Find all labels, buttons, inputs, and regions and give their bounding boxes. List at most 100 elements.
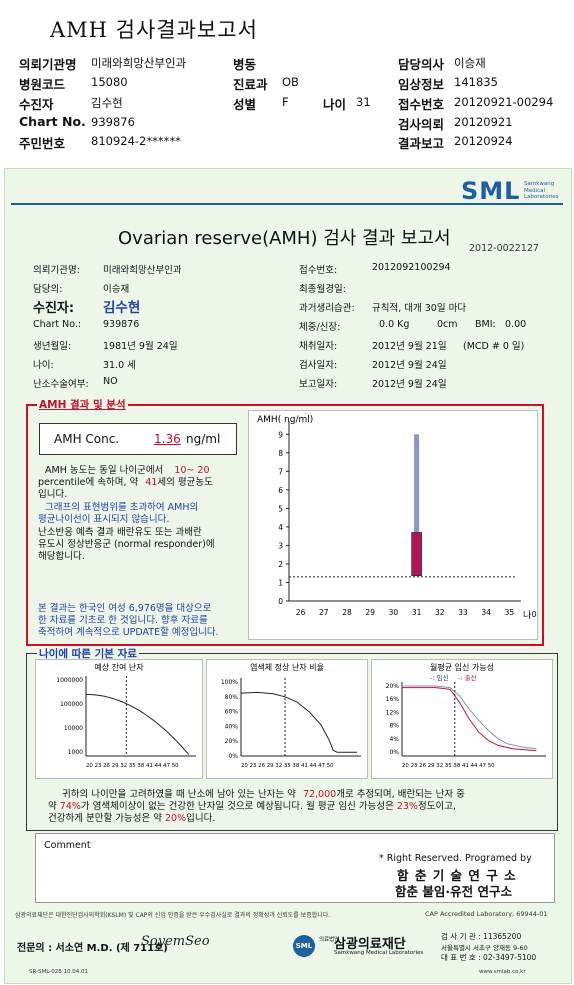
mini3-ytick-2: 12% <box>386 709 400 716</box>
mini2-ytick-2: 60% <box>225 709 239 716</box>
mini2-ytick-0: 100% <box>221 679 238 686</box>
analysis-line-5: 평균나이선이 표시되지 않습니다. <box>38 514 170 525</box>
mini1-ytick-1: 100000 <box>60 701 83 708</box>
amh-conc-label: AMH Conc. <box>54 432 120 446</box>
info-height: 0cm <box>437 319 458 330</box>
address: 서울특별시 서초구 양재동 9-60 <box>441 944 528 952</box>
summary-line-2: 약 74%가 염색체이상이 없는 건강한 난자일 것으로 예상됩니다. 월 평균… <box>48 801 456 812</box>
summary-line-1: 귀하의 나이만을 고려하였을 때 난소에 남아 있는 난자는 약 72,000개… <box>62 789 465 800</box>
analysis-line-7: 유도시 정상반응군 (normal responder)에 <box>38 539 215 550</box>
rights-text: * Right Reserved. Programed by <box>379 853 532 864</box>
info-patient-value: 김수현 <box>103 300 141 316</box>
mini1-ytick-3: 1000 <box>68 749 83 756</box>
basic-section-title: 나이에 따른 기본 자료 <box>37 646 139 661</box>
info-collect-value: 2012년 9월 21일 <box>372 341 447 352</box>
note-line-2: 한 자료를 기초로 한 것입니다. 향후 자료를 <box>38 615 208 626</box>
mini2-ytick-5: 0% <box>228 753 238 760</box>
info-age-value: 31.0 세 <box>103 360 136 371</box>
amh-chart-panel: AMH( ng/ml) 0 1 2 3 4 5 6 7 8 9 26 27 28 29 30 31 32 33 34 3… <box>248 410 540 640</box>
mini-chart-2-panel: 염색체 정상 난자 비율 20 23 26 29 32 35 38 41 44 4… <box>206 659 368 779</box>
mini3-xticks: 20 23 26 29 32 35 38 41 44 47 50 <box>402 763 495 769</box>
org-name-2: 함춘 불임·유전 연구소 <box>395 884 512 899</box>
amh-chart-xtick-30: 30 <box>389 608 399 617</box>
amh-chart-ytick-5: 5 <box>278 504 283 513</box>
info-birth-value: 1981년 9월 24일 <box>103 341 178 352</box>
receipt-label: 접수번호 <box>398 97 445 112</box>
dept-value: OB <box>282 75 299 89</box>
org-name-1: 함 춘 기 술 연 구 소 <box>397 868 517 883</box>
biz-number: 검 사 기 관 : 11365200 <box>441 932 522 941</box>
doctor-value: 이승재 <box>454 56 486 70</box>
info-body-label: 체중/신장: <box>299 322 341 333</box>
amh-conc-box: AMH Conc. 1.36 ng/ml <box>39 423 237 455</box>
amh-chart-bar <box>411 532 422 577</box>
foundation-prefix: 의료법인 <box>319 937 340 943</box>
amh-chart-ytick-1: 1 <box>278 578 283 587</box>
info-reportdate-label: 보고일자: <box>299 379 338 390</box>
cap-text: CAP Accredited Laboratory, 69944-01 <box>425 910 548 918</box>
amh-chart-xtick-27: 27 <box>319 608 329 617</box>
receipt-value: 20120921-00294 <box>454 95 554 109</box>
info-doctor-label: 담당의: <box>33 284 63 295</box>
analysis-line-4: 그래프의 표현범위를 초과하여 AMH의 <box>45 502 199 513</box>
info-history-value: 규칙적, 대개 30일 마다 <box>372 303 467 314</box>
inst-value: 미래와희망산부인과 <box>91 56 187 70</box>
info-lastmens-label: 최종월경일: <box>299 284 346 295</box>
mini3-series-pregnancy <box>402 685 537 750</box>
hospcode-value: 15080 <box>91 75 128 89</box>
amh-chart-xtick-26: 26 <box>296 608 306 617</box>
mini-chart-1-panel: 예상 잔여 난자 20 23 26 29 32 35 38 41 44 47 50… <box>35 659 203 779</box>
mini2-ytick-1: 80% <box>225 694 239 701</box>
amh-chart-ytick-8: 8 <box>278 449 283 458</box>
amh-conc-value: 1.36 <box>154 432 181 446</box>
result-label: 결과보고 <box>398 136 445 151</box>
note-line-3: 축적하여 계속적으로 UPDATE할 예정입니다. <box>38 627 219 638</box>
amh-chart-xtick-31: 31 <box>412 608 422 617</box>
website: www.smlab.co.kr <box>479 969 526 975</box>
amh-chart-ytick-3: 3 <box>278 541 283 550</box>
comment-label: Comment <box>44 840 91 851</box>
rrn-value: 810924-2****** <box>91 134 181 148</box>
form-number: SR-SML-028 10.04.01 <box>29 969 89 975</box>
request-value: 20120921 <box>454 115 513 129</box>
info-exam-value: 2012년 9월 24일 <box>372 360 447 371</box>
clinical-label: 임상정보 <box>398 77 445 92</box>
sex-label: 성별 <box>233 97 257 112</box>
info-bmi-label: BMI: <box>475 319 496 330</box>
mini2-title: 염색체 정상 난자 비율 <box>250 662 324 672</box>
amh-chart-ytick-2: 2 <box>278 560 283 569</box>
mini1-ytick-2: 10000 <box>64 725 83 732</box>
amh-chart-xtick-29: 29 <box>365 608 375 617</box>
info-inst-label: 의뢰기관명: <box>33 265 80 276</box>
amh-chart-xtick-33: 33 <box>458 608 468 617</box>
ward-label: 병동 <box>233 57 257 72</box>
mini2-ytick-3: 40% <box>225 723 239 730</box>
amh-chart-upper-range <box>414 434 420 533</box>
rrn-label: 주민번호 <box>19 136 66 151</box>
clinical-value: 141835 <box>454 75 498 89</box>
normal-egg-ratio-chart: 염색체 정상 난자 비율 20 23 26 29 32 35 38 41 44 4… <box>221 662 361 769</box>
dept-label: 진료과 <box>233 77 268 92</box>
info-surgery-label: 난소수술여부: <box>33 379 89 390</box>
amh-chart-ytick-7: 7 <box>278 467 283 476</box>
info-inst-value: 미래와희망산부인과 <box>103 265 182 276</box>
info-collect-label: 채취일자: <box>299 341 338 352</box>
mini3-title: 월평균 임신 가능성 <box>430 662 494 672</box>
mini3-series-birth <box>402 687 537 752</box>
foundation-logo-icon: SML <box>293 935 315 957</box>
summary-line-3: 건강하게 분만할 가능성은 약 20%입니다. <box>48 813 216 824</box>
specialist: 전문의 : 서소연 M.D. (제 711호) <box>17 943 168 954</box>
info-surgery-value: NO <box>103 376 118 387</box>
page-title: AMH 검사결과보고서 <box>50 18 258 42</box>
comment-box: Comment <box>35 833 555 903</box>
report-sheet: SML Samkwang Medical Laboratories Ovarian … <box>4 168 572 984</box>
amh-chart-xtick-34: 34 <box>481 608 491 617</box>
amh-section-title: AMH 결과 및 분석 <box>37 397 128 412</box>
chart-value: 939876 <box>91 115 135 129</box>
analysis-line-6: 난소반응 예측 결과 배란유도 또는 과배란 <box>38 527 202 538</box>
info-patient-label: 수진자: <box>33 301 75 316</box>
info-receipt-value: 2012092100294 <box>372 262 451 273</box>
basic-section <box>26 653 558 831</box>
amh-chart-xtick-32: 32 <box>435 608 445 617</box>
